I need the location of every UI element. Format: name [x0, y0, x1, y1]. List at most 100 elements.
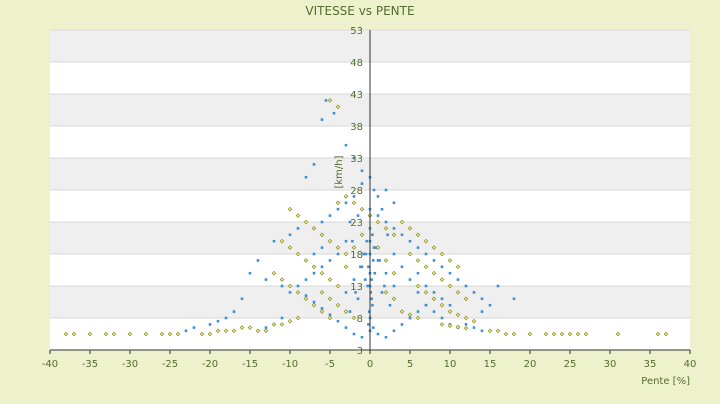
chart-title: VITESSE vs PENTE	[305, 4, 414, 18]
data-point	[231, 328, 237, 334]
data-point	[71, 331, 77, 337]
data-point	[464, 323, 468, 326]
data-point	[416, 271, 420, 275]
data-point	[223, 328, 229, 334]
data-point	[312, 252, 316, 256]
data-point	[320, 265, 324, 269]
x-tick-label: -30	[122, 359, 138, 370]
y-tick-label: 18	[350, 250, 363, 261]
data-point	[391, 232, 397, 238]
data-point	[351, 200, 357, 206]
data-point	[439, 251, 445, 257]
data-point	[344, 291, 348, 294]
data-point	[312, 300, 316, 304]
data-point	[356, 214, 360, 217]
data-point	[127, 331, 133, 337]
x-tick-label: -25	[162, 359, 178, 370]
data-point	[344, 239, 348, 243]
data-point	[415, 315, 421, 321]
data-point	[343, 251, 349, 257]
data-point	[369, 291, 373, 294]
data-point	[400, 323, 404, 326]
data-point	[167, 331, 173, 337]
data-point	[351, 245, 357, 250]
data-point	[431, 245, 437, 250]
data-point	[384, 188, 388, 192]
x-tick-label: 35	[644, 359, 657, 370]
data-point	[423, 264, 429, 270]
data-point	[370, 278, 373, 281]
data-point	[255, 328, 261, 334]
data-point	[256, 259, 260, 262]
data-point	[287, 245, 293, 250]
data-point	[399, 309, 405, 314]
data-point	[143, 331, 149, 337]
data-point	[400, 265, 404, 269]
data-point	[448, 271, 452, 275]
data-point	[559, 331, 565, 337]
data-point	[319, 232, 325, 238]
data-point	[287, 206, 293, 212]
data-point	[327, 296, 333, 302]
data-point	[463, 315, 469, 321]
data-point	[335, 245, 341, 250]
x-tick-label: 20	[524, 359, 537, 370]
data-point	[567, 331, 573, 337]
data-point	[439, 302, 445, 308]
data-point	[447, 283, 453, 289]
data-point	[295, 315, 301, 321]
data-point	[415, 258, 421, 263]
data-point	[271, 270, 277, 276]
x-axis-label: Pente [%]	[641, 376, 690, 387]
data-point	[344, 201, 348, 205]
data-point	[224, 316, 228, 320]
data-point	[463, 296, 469, 302]
data-point	[496, 284, 500, 288]
data-point	[304, 294, 308, 297]
data-point	[447, 323, 453, 328]
data-point	[583, 331, 589, 337]
data-point	[320, 220, 324, 224]
data-point	[384, 335, 388, 339]
data-point	[280, 284, 284, 288]
data-point	[432, 310, 436, 313]
data-point	[360, 265, 364, 269]
data-point	[373, 271, 377, 275]
data-point	[352, 332, 356, 336]
data-point	[232, 310, 236, 313]
data-point	[352, 278, 356, 281]
data-point	[503, 331, 509, 337]
data-point	[487, 328, 493, 334]
data-point	[423, 290, 429, 295]
data-point	[207, 331, 213, 337]
data-point	[192, 326, 196, 329]
data-point	[272, 239, 276, 243]
data-point	[380, 291, 384, 294]
data-point	[63, 331, 69, 337]
data-point	[247, 325, 253, 330]
data-point	[447, 258, 453, 263]
y-tick-label: 28	[350, 186, 363, 197]
data-point	[439, 322, 445, 327]
data-point	[432, 259, 436, 262]
data-point	[304, 278, 308, 281]
data-point	[280, 316, 284, 320]
data-point	[464, 284, 468, 288]
data-point	[383, 226, 389, 231]
data-point	[356, 297, 360, 301]
data-point	[351, 315, 357, 321]
data-point	[407, 226, 413, 231]
x-tick-label: 40	[684, 359, 697, 370]
data-point	[495, 328, 501, 334]
data-point	[543, 331, 549, 337]
data-point	[103, 331, 109, 337]
data-point	[375, 245, 381, 250]
data-point	[416, 310, 420, 313]
data-point	[371, 233, 374, 237]
data-point	[348, 310, 352, 313]
data-point	[400, 233, 404, 237]
data-point	[391, 296, 397, 302]
data-point	[416, 291, 420, 294]
data-point	[472, 291, 476, 294]
data-point	[362, 252, 365, 256]
